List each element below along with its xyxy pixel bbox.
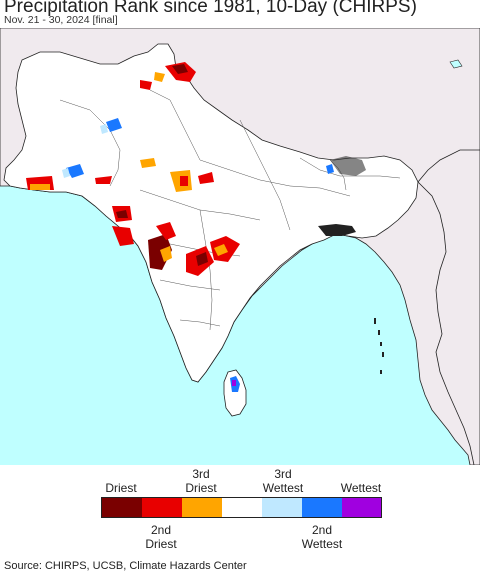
map-title: Precipitation Rank since 1981, 10-Day (C… — [4, 0, 417, 17]
south-asia-landmass — [3, 43, 419, 383]
myanmar-region — [417, 149, 480, 465]
legend-label-2nd-driest: 2nd Driest — [145, 523, 177, 551]
tibet-lake — [449, 59, 463, 69]
andaman-islands — [374, 318, 384, 374]
map-subtitle: Nov. 21 - 30, 2024 [final] — [4, 14, 118, 26]
sri-lanka — [223, 369, 247, 417]
sri-lanka-wettest-patch — [232, 380, 236, 386]
legend-swatch-wettest — [342, 498, 382, 518]
legend-swatch-3rd-driest — [182, 498, 222, 518]
legend-label-wettest: Wettest — [340, 481, 382, 495]
source-credit: Source: CHIRPS, UCSB, Climate Hazards Ce… — [4, 560, 247, 572]
legend-swatch-driest — [102, 498, 142, 518]
legend-swatch-normal — [222, 498, 262, 518]
dry-anomaly-patches — [26, 62, 240, 276]
precipitation-map — [0, 28, 480, 465]
legend-label-3rd-wettest: 3rd Wettest — [262, 467, 304, 495]
wet-anomaly-patches — [62, 118, 334, 178]
legend-swatch-2nd-driest — [142, 498, 182, 518]
legend-swatch-3rd-wettest — [262, 498, 302, 518]
legend-label-driest: Driest — [105, 481, 137, 495]
legend-swatch-2nd-wettest — [302, 498, 342, 518]
legend-label-2nd-wettest: 2nd Wettest — [301, 523, 343, 551]
coastline-detail — [318, 156, 366, 236]
legend-label-3rd-driest: 3rd Driest — [185, 467, 217, 495]
